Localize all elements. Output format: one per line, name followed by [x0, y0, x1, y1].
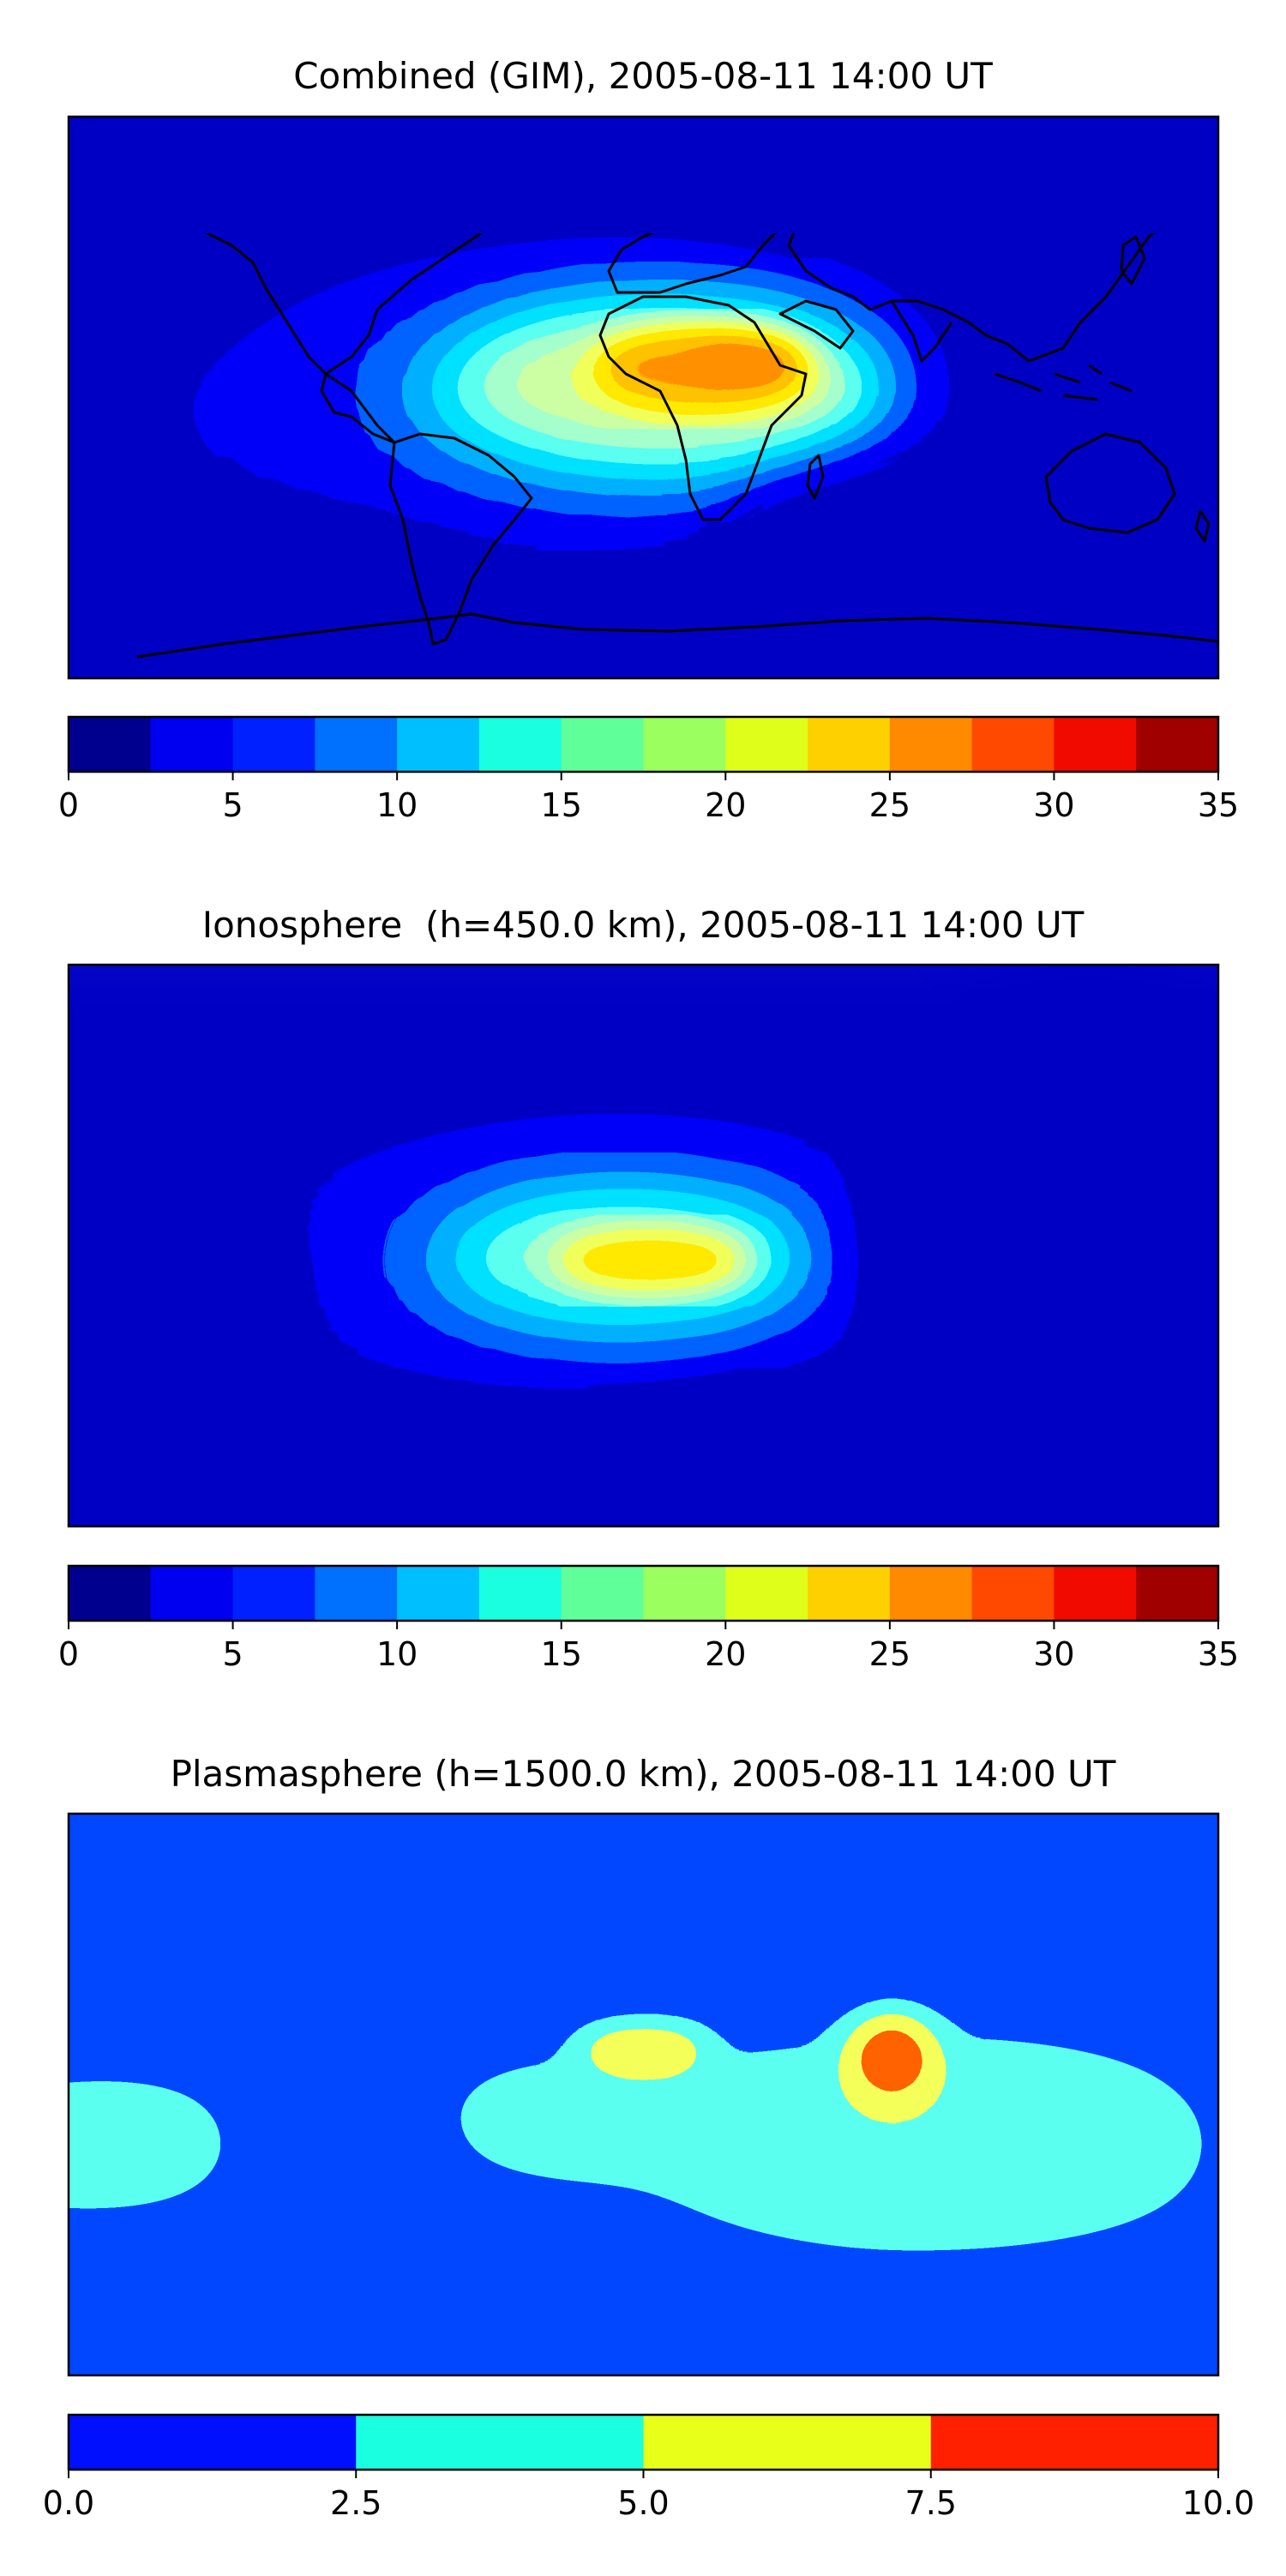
colorbar-segment [971, 1566, 1055, 1621]
colorbar-tick-label: 5 [222, 1635, 243, 1673]
colorbar-tick-label: 30 [1033, 786, 1074, 824]
colorbar-tick-label: 30 [1033, 1635, 1074, 1673]
colorbar-tick-label: 10 [376, 1635, 418, 1673]
colorbar-segment [69, 1566, 152, 1621]
colorbar-segment [397, 717, 480, 772]
colorbar-tick-label: 20 [705, 786, 746, 824]
colorbar-segment [150, 1566, 234, 1621]
colorbar-segment [397, 1566, 480, 1621]
colorbar-segment [561, 1566, 644, 1621]
colorbar-plasmasphere: 0.0 2.5 5.0 7.5 10.0 [43, 2413, 1255, 2522]
colorbar-tick-label: 10 [376, 786, 418, 824]
colorbar-segment [356, 2415, 644, 2470]
colorbar-tick-label: 0 [58, 1635, 79, 1673]
colorbar-segment [478, 717, 562, 772]
colorbar-segment [1136, 717, 1219, 772]
heatmap-combined [69, 117, 1218, 678]
colorbar-segment [930, 2415, 1219, 2470]
colorbar-segment [478, 1566, 562, 1621]
colorbar-tick-label: 25 [869, 786, 910, 824]
heatmap-ionosphere [69, 965, 1218, 1526]
colorbar-segment [561, 717, 644, 772]
colorbar-tick-label: 0 [58, 786, 79, 824]
chart-title-plasmasphere: Plasmasphere (h=1500.0 km), 2005-08-11 1… [171, 1753, 1116, 1795]
colorbar-tick-label: 35 [1198, 1635, 1239, 1673]
colorbar-segment [1054, 717, 1137, 772]
colorbar-segment [971, 717, 1055, 772]
colorbar-segment [889, 717, 973, 772]
colorbar-tick-label: 2.5 [330, 2484, 382, 2522]
colorbar-segment [889, 1566, 973, 1621]
map-frame-plasmasphere [67, 1812, 1220, 2377]
heatmap-plasmasphere [69, 1814, 1218, 2375]
colorbar-segment [315, 717, 398, 772]
colorbar-segment [1136, 1566, 1219, 1621]
colorbar-segment [643, 2415, 932, 2470]
colorbar-segment [808, 1566, 891, 1621]
colorbar-tick-label: 15 [541, 1635, 582, 1673]
map-frame-ionosphere [67, 963, 1220, 1528]
colorbar-tick-label: 20 [705, 1635, 746, 1673]
colorbar-tick-label: 10.0 [1182, 2484, 1255, 2522]
colorbar-ionosphere: 0 5 10 15 20 25 30 35 [58, 1564, 1239, 1673]
colorbar-segment [315, 1566, 398, 1621]
chart-title-combined: Combined (GIM), 2005-08-11 14:00 UT [293, 55, 993, 97]
colorbar-segment [808, 717, 891, 772]
colorbar-segment [725, 717, 808, 772]
colorbar-segment [69, 2415, 357, 2470]
colorbar-tick-label: 0.0 [43, 2484, 94, 2522]
colorbar-combined: 0 5 10 15 20 25 30 35 [58, 715, 1239, 824]
colorbar-tick-label: 5.0 [617, 2484, 669, 2522]
colorbar-frame [67, 715, 1220, 773]
colorbar-tick-label: 5 [222, 786, 243, 824]
colorbar-tick-label: 25 [869, 1635, 910, 1673]
colorbar-segment [1054, 1566, 1137, 1621]
colorbar-tick-label: 35 [1198, 786, 1239, 824]
colorbar-frame [67, 1564, 1220, 1622]
map-frame-combined [67, 115, 1220, 680]
colorbar-segment [725, 1566, 808, 1621]
chart-title-ionosphere: Ionosphere (h=450.0 km), 2005-08-11 14:0… [202, 904, 1085, 946]
colorbar-segment [643, 717, 726, 772]
colorbar-segment [232, 717, 315, 772]
colorbar-segment [69, 717, 152, 772]
colorbar-segment [643, 1566, 726, 1621]
colorbar-segment [232, 1566, 315, 1621]
colorbar-tick-label: 15 [541, 786, 582, 824]
colorbar-segment [150, 717, 234, 772]
colorbar-tick-label: 7.5 [905, 2484, 957, 2522]
